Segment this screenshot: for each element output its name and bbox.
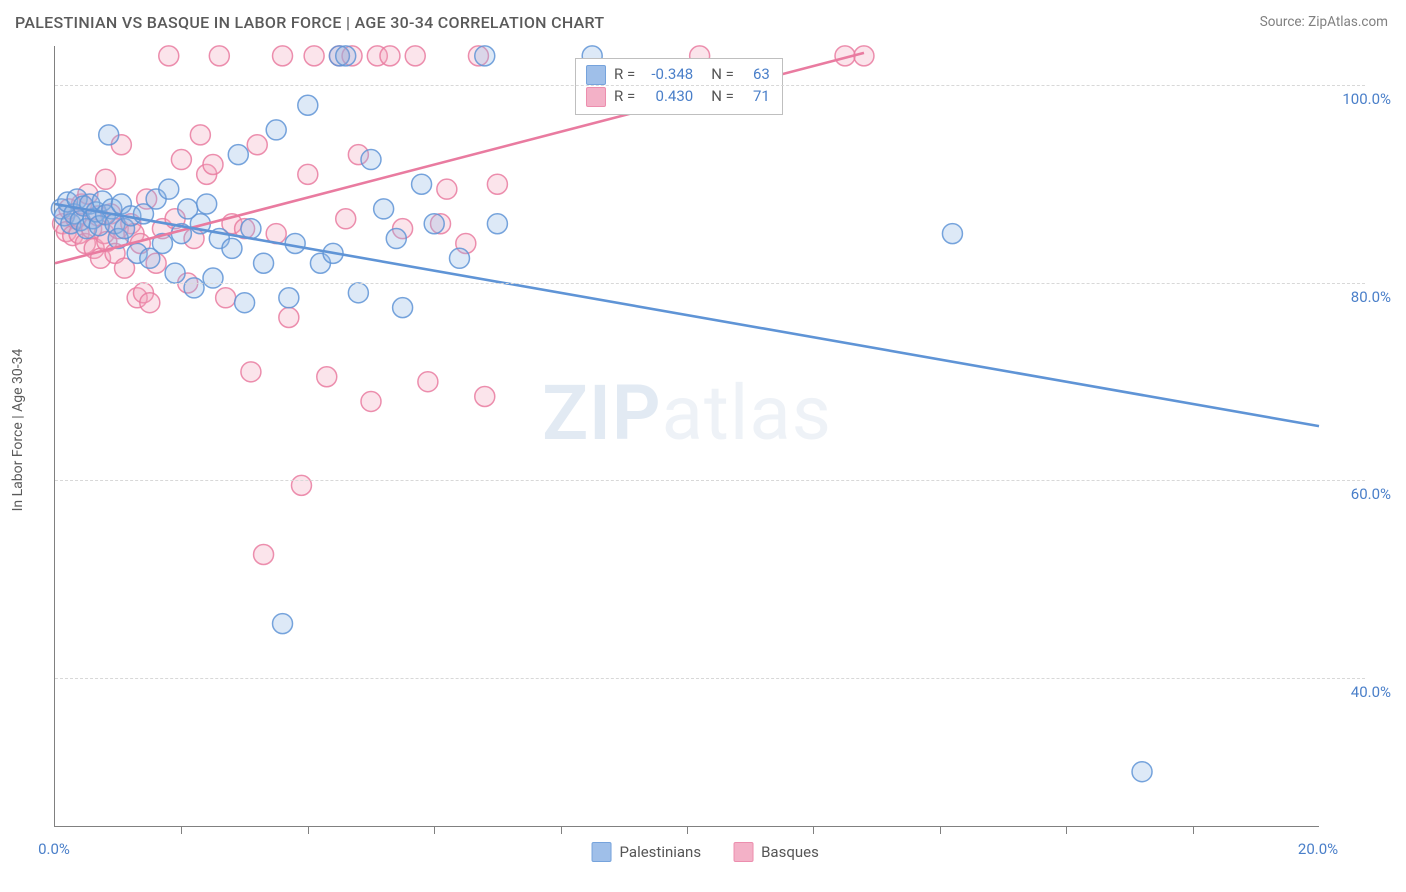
data-point: [159, 46, 179, 66]
data-point: [235, 293, 255, 313]
data-point: [393, 298, 413, 318]
r-basques: 0.430: [643, 86, 693, 108]
data-point: [203, 154, 223, 174]
data-point: [184, 278, 204, 298]
r-palestinians: -0.348: [643, 64, 693, 86]
data-point: [291, 475, 311, 495]
data-point: [254, 544, 274, 564]
data-point: [418, 372, 438, 392]
data-point: [487, 174, 507, 194]
data-point: [475, 46, 495, 66]
y-tick-label: 100.0%: [1331, 90, 1391, 108]
data-point: [171, 150, 191, 170]
data-point: [361, 150, 381, 170]
swatch-palestinians: [586, 65, 606, 85]
data-point: [298, 164, 318, 184]
data-point: [942, 224, 962, 244]
data-point: [336, 46, 356, 66]
swatch-basques: [586, 87, 606, 107]
bottom-legend: Palestinians Basques: [592, 842, 819, 862]
data-point: [159, 179, 179, 199]
data-point: [222, 238, 242, 258]
n-basques: 71: [742, 86, 770, 108]
data-point: [374, 199, 394, 219]
x-tick-label-max: 20.0%: [1298, 840, 1338, 858]
data-point: [241, 362, 261, 382]
x-tick-label-min: 0.0%: [38, 840, 70, 858]
swatch-palestinians-icon: [592, 842, 612, 862]
data-point: [99, 125, 119, 145]
data-point: [197, 194, 217, 214]
data-point: [336, 209, 356, 229]
data-point: [165, 263, 185, 283]
data-point: [228, 145, 248, 165]
data-point: [190, 125, 210, 145]
y-tick-label: 80.0%: [1331, 288, 1391, 306]
data-point: [209, 46, 229, 66]
n-palestinians: 63: [742, 64, 770, 86]
trend-line: [55, 204, 1319, 426]
y-tick-label: 40.0%: [1331, 683, 1391, 701]
data-point: [361, 391, 381, 411]
data-point: [317, 367, 337, 387]
data-point: [437, 179, 457, 199]
data-point: [1132, 762, 1152, 782]
y-tick-label: 60.0%: [1331, 485, 1391, 503]
data-point: [424, 214, 444, 234]
data-point: [449, 248, 469, 268]
stats-row-palestinians: R = -0.348 N = 63: [586, 64, 770, 86]
data-point: [273, 46, 293, 66]
data-point: [475, 387, 495, 407]
legend-item-palestinians: Palestinians: [592, 842, 702, 862]
data-point: [348, 283, 368, 303]
data-point: [279, 308, 299, 328]
data-point: [241, 219, 261, 239]
stats-row-basques: R = 0.430 N = 71: [586, 86, 770, 108]
chart-svg: [55, 46, 1319, 826]
data-point: [216, 288, 236, 308]
data-point: [279, 288, 299, 308]
chart-plot-area: ZIPatlas R = -0.348 N = 63 R = 0.430 N =…: [54, 46, 1319, 827]
data-point: [140, 293, 160, 313]
data-point: [266, 120, 286, 140]
swatch-basques-icon: [733, 842, 753, 862]
data-point: [203, 268, 223, 288]
data-point: [96, 169, 116, 189]
chart-title: PALESTINIAN VS BASQUE IN LABOR FORCE | A…: [15, 13, 604, 32]
legend-item-basques: Basques: [733, 842, 819, 862]
data-point: [412, 174, 432, 194]
data-point: [285, 233, 305, 253]
data-point: [254, 253, 274, 273]
data-point: [247, 135, 267, 155]
data-point: [298, 95, 318, 115]
source-label: Source: ZipAtlas.com: [1260, 14, 1388, 30]
data-point: [487, 214, 507, 234]
data-point: [405, 46, 425, 66]
data-point: [273, 614, 293, 634]
data-point: [380, 46, 400, 66]
data-point: [304, 46, 324, 66]
data-point: [386, 229, 406, 249]
y-axis-label: In Labor Force | Age 30-34: [10, 349, 26, 512]
